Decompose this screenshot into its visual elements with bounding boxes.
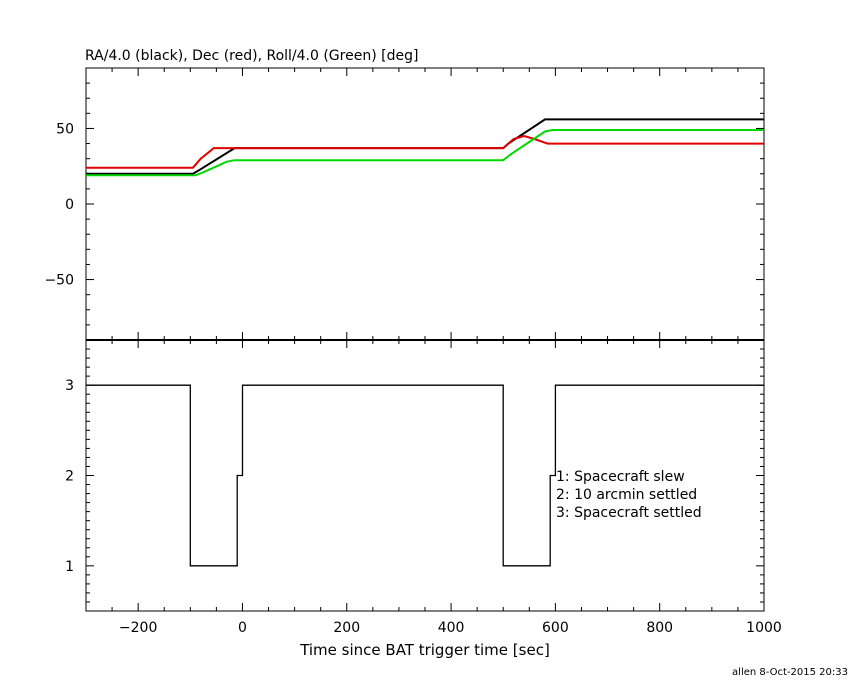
bottom-series-group bbox=[86, 384, 764, 567]
roll-series-line bbox=[86, 129, 764, 177]
x-tick-label: 400 bbox=[438, 620, 465, 636]
y-tick-label: −50 bbox=[44, 273, 74, 289]
dec-series-line bbox=[86, 134, 764, 169]
y-tick-label: 3 bbox=[65, 378, 74, 394]
top-series-group bbox=[86, 118, 764, 177]
legend-annotations: 1: Spacecraft slew 2: 10 arcmin settled 3:… bbox=[556, 469, 702, 521]
status-annotation: 3: Spacecraft settled bbox=[556, 505, 702, 521]
y-tick-label: 1 bbox=[65, 559, 74, 575]
x-tick-label: 800 bbox=[646, 620, 673, 636]
top-plot-frame bbox=[85, 67, 765, 341]
y-tick-label: 0 bbox=[65, 197, 74, 213]
y-tick-label: 2 bbox=[65, 469, 74, 485]
settle-status-line bbox=[86, 384, 764, 567]
x-tick-label: 0 bbox=[238, 620, 247, 636]
x-tick-label: 600 bbox=[542, 620, 569, 636]
status-annotation: 2: 10 arcmin settled bbox=[556, 487, 697, 503]
bottom-axis-ticks: 1 2 3 −200 0 200 400 600 800 1000 bbox=[65, 340, 782, 636]
footer-credit: allen 8-Oct-2015 20:33 bbox=[732, 667, 848, 678]
status-annotation: 1: Spacecraft slew bbox=[556, 469, 685, 485]
x-tick-label: 1000 bbox=[746, 620, 782, 636]
x-tick-label: −200 bbox=[119, 620, 157, 636]
top-axis-ticks: −50 0 50 bbox=[44, 67, 765, 341]
x-axis-label: Time since BAT trigger time [sec] bbox=[299, 641, 550, 659]
x-tick-label: 200 bbox=[333, 620, 360, 636]
y-tick-label: 50 bbox=[56, 121, 74, 137]
ra-series-line bbox=[86, 118, 764, 175]
chart-title: RA/4.0 (black), Dec (red), Roll/4.0 (Gre… bbox=[85, 48, 418, 64]
